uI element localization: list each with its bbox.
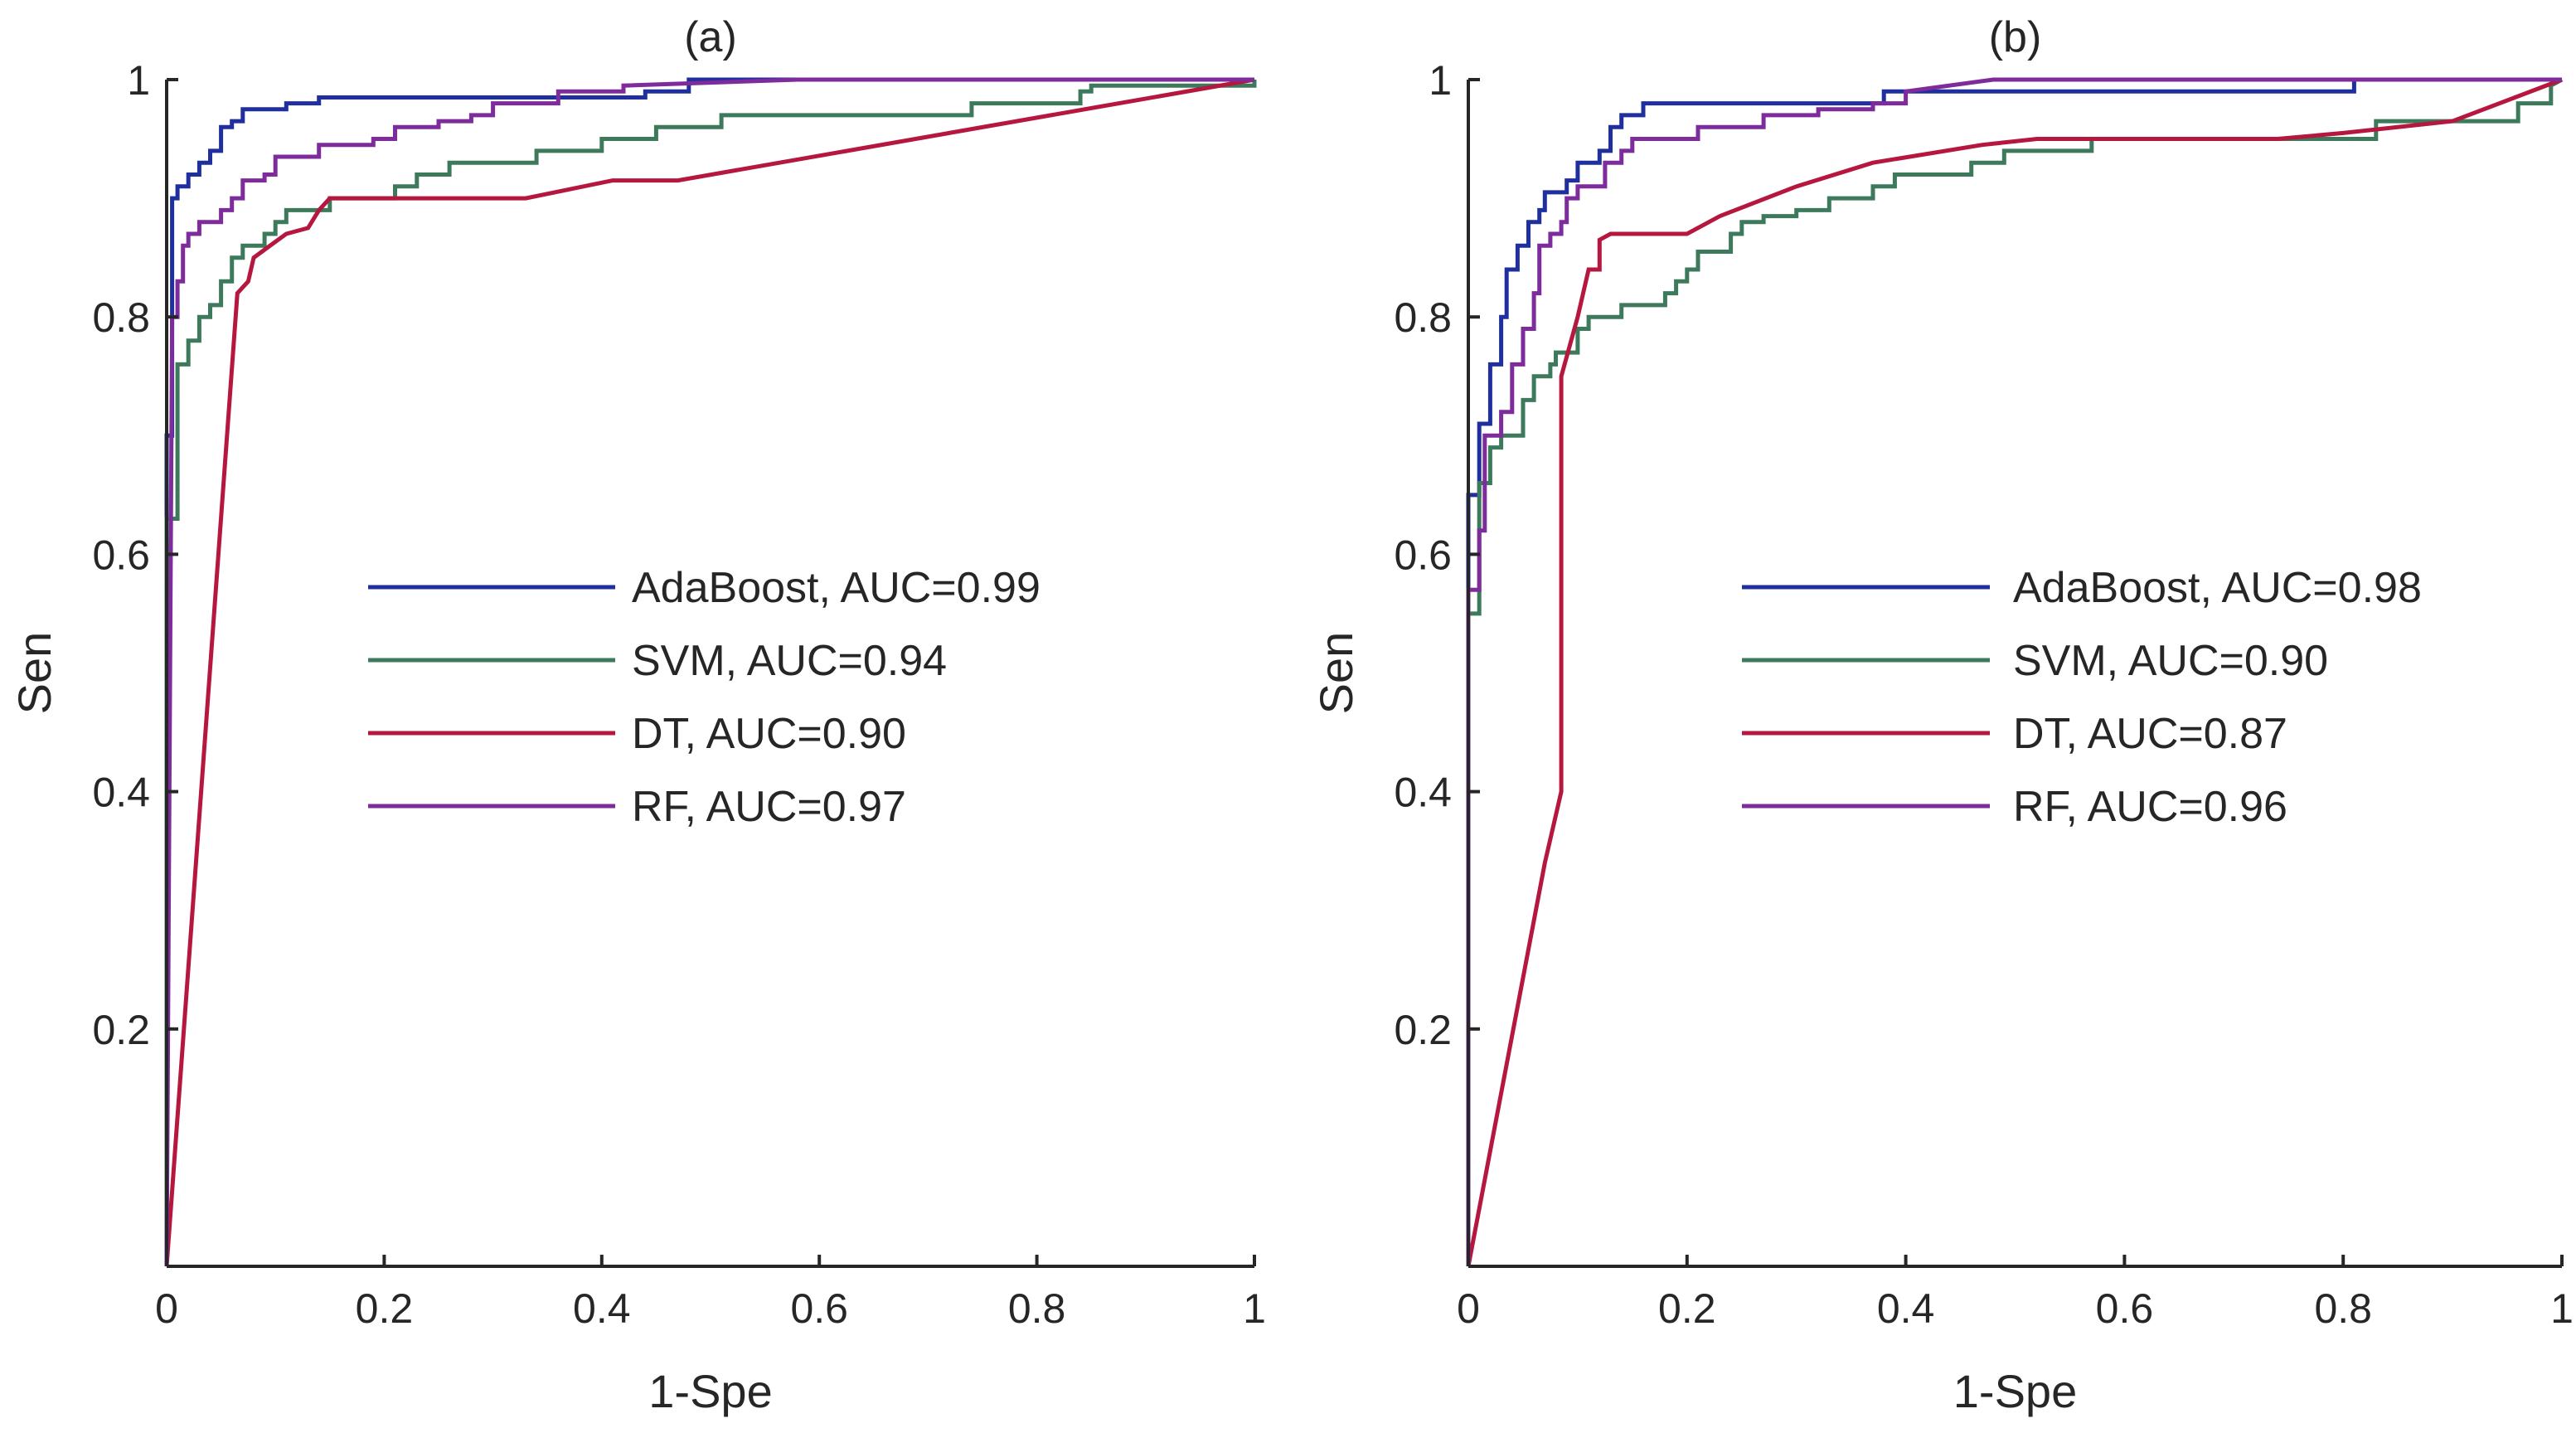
y-tick-label: 0.6 bbox=[92, 532, 150, 578]
y-tick-label: 0.2 bbox=[1394, 1007, 1452, 1053]
legend: AdaBoost, AUC=0.99 SVM, AUC=0.94 DT, AUC=0… bbox=[368, 564, 1041, 831]
legend-label: AdaBoost, AUC=0.99 bbox=[632, 564, 1041, 612]
legend-label: AdaBoost, AUC=0.98 bbox=[2013, 564, 2422, 612]
y-tick-label: 1 bbox=[1429, 57, 1452, 104]
x-axis-label: 1-Spe bbox=[648, 1365, 772, 1417]
series-line-rf bbox=[164, 77, 1254, 1267]
x-tick-label: 0.2 bbox=[1658, 1285, 1716, 1332]
y-tick-label: 0.8 bbox=[1394, 294, 1452, 341]
y-tick-label: 0.8 bbox=[92, 294, 150, 341]
legend-entry-adaboost: AdaBoost, AUC=0.98 bbox=[1742, 564, 2422, 612]
series-line-dt bbox=[164, 77, 1255, 1267]
panel-a: 0 0.2 0.4 0.6 0.8 1 0.2 0.4 0.6 0.8 1 (a) 1-Spe Sen Ad… bbox=[8, 13, 1266, 1417]
legend: AdaBoost, AUC=0.98 SVM, AUC=0.90 DT, AUC=0… bbox=[1742, 564, 2422, 831]
x-tick-label: 1 bbox=[2550, 1285, 2574, 1332]
y-axis-label: Sen bbox=[8, 632, 61, 715]
legend-entry-rf: RF, AUC=0.96 bbox=[1742, 783, 2287, 831]
legend-label: RF, AUC=0.96 bbox=[2013, 783, 2287, 831]
legend-entry-svm: SVM, AUC=0.90 bbox=[1742, 637, 2328, 685]
y-tick-label: 0.6 bbox=[1394, 532, 1452, 578]
y-axis-label: Sen bbox=[1310, 632, 1362, 715]
series-line-dt bbox=[1466, 77, 2563, 1267]
x-axis-label: 1-Spe bbox=[1953, 1365, 2077, 1417]
legend-entry-dt: DT, AUC=0.87 bbox=[1742, 710, 2287, 758]
legend-entry-rf: RF, AUC=0.97 bbox=[368, 783, 906, 831]
series-line-svm bbox=[164, 80, 1257, 1266]
x-tick-label: 0.8 bbox=[2314, 1285, 2372, 1332]
x-tick-label: 0.4 bbox=[573, 1285, 631, 1332]
x-tick-label: 0.6 bbox=[2096, 1285, 2154, 1332]
legend-label: SVM, AUC=0.90 bbox=[2013, 637, 2328, 685]
x-tick-label: 0.8 bbox=[1008, 1285, 1066, 1332]
series-line-rf bbox=[1466, 77, 2562, 1266]
y-tick-label: 0.4 bbox=[92, 770, 150, 816]
legend-entry-dt: DT, AUC=0.90 bbox=[368, 710, 906, 758]
series-line-adaboost bbox=[1466, 77, 2562, 1266]
legend-label: SVM, AUC=0.94 bbox=[632, 637, 947, 685]
panel-b: 0 0.2 0.4 0.6 0.8 1 0.2 0.4 0.6 0.8 1 (b) 1-Spe Sen Ad… bbox=[1310, 13, 2574, 1417]
series-group bbox=[164, 77, 1257, 1267]
x-tick-label: 1 bbox=[1243, 1285, 1266, 1332]
x-tick-label: 0.4 bbox=[1877, 1285, 1935, 1332]
x-tick-label: 0 bbox=[155, 1285, 178, 1332]
panel-title: (b) bbox=[1989, 13, 2042, 61]
legend-entry-svm: SVM, AUC=0.94 bbox=[368, 637, 947, 685]
x-tick-label: 0.2 bbox=[356, 1285, 414, 1332]
legend-entry-adaboost: AdaBoost, AUC=0.99 bbox=[368, 564, 1041, 612]
y-tick-label: 0.4 bbox=[1394, 770, 1452, 816]
y-tick-label: 1 bbox=[127, 57, 150, 104]
legend-label: RF, AUC=0.97 bbox=[632, 783, 906, 831]
series-line-adaboost bbox=[164, 77, 1254, 1266]
legend-label: DT, AUC=0.90 bbox=[632, 710, 906, 758]
series-group bbox=[1466, 77, 2564, 1267]
x-tick-label: 0 bbox=[1457, 1285, 1480, 1332]
series-line-svm bbox=[1466, 77, 2564, 1266]
x-tick-label: 0.6 bbox=[790, 1285, 848, 1332]
panel-title: (a) bbox=[684, 13, 737, 61]
legend-label: DT, AUC=0.87 bbox=[2013, 710, 2287, 758]
y-tick-label: 0.2 bbox=[92, 1007, 150, 1053]
